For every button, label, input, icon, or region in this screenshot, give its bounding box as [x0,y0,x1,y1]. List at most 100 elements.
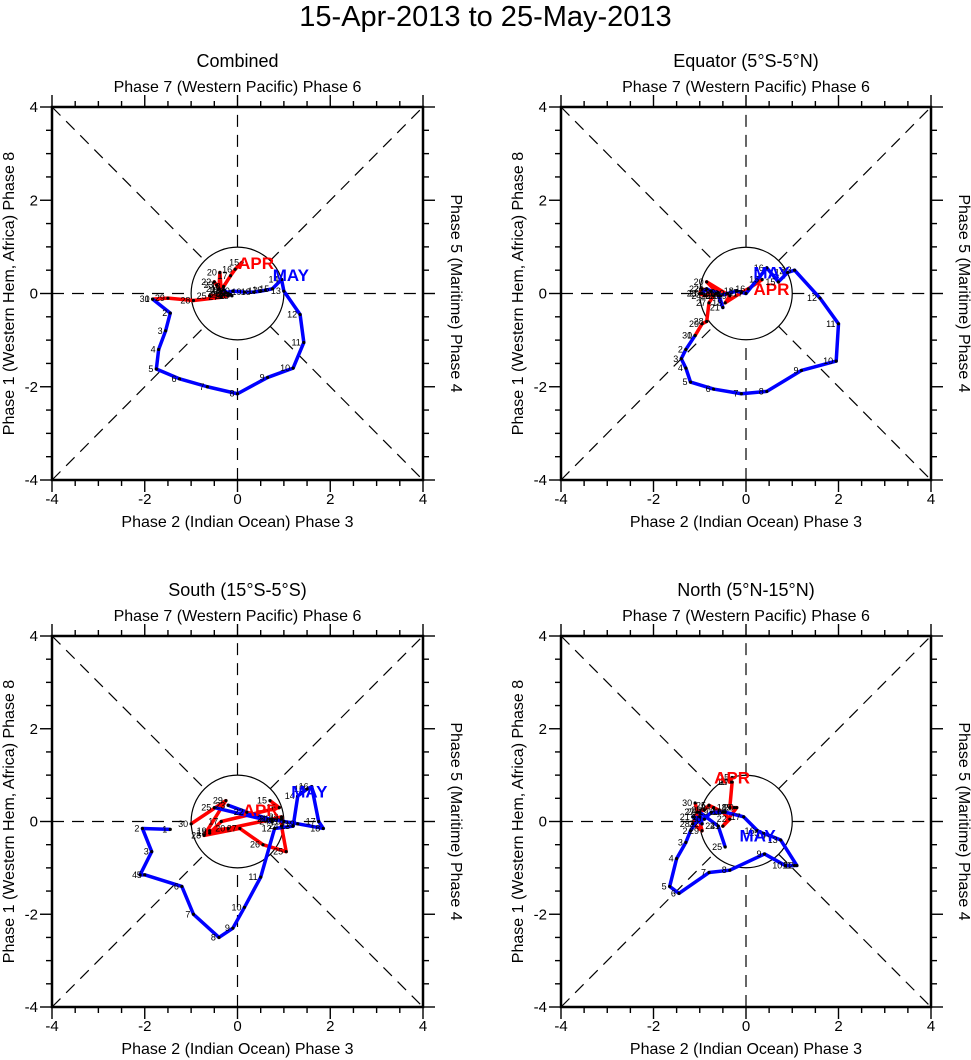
data-point [305,787,309,791]
top-phase-label: Phase 7 (Western Pacific) Phase 6 [114,608,362,625]
left-phase-label: Phase 1 (Western Hem, Africa) Phase 8 [510,680,527,963]
data-point [746,287,750,291]
day-label: 8 [759,386,764,396]
data-point [723,810,727,814]
data-point [779,838,783,842]
left-phase-label: Phase 1 (Western Hem, Africa) Phase 8 [510,152,527,435]
day-label: 25 [689,289,699,299]
day-label: 15 [765,277,775,287]
day-label: 21 [680,812,690,822]
data-point [728,805,732,810]
data-point [151,297,155,301]
phase-divider-line [560,326,714,481]
x-tick-label: 0 [233,1018,241,1035]
data-point [189,822,193,826]
day-label: 7 [733,389,738,399]
data-point [270,817,274,821]
data-point [259,875,263,879]
data-point [252,290,256,294]
day-label: 15 [719,772,729,782]
day-label: 29 [155,293,165,303]
day-label: 20 [207,268,217,278]
series-line-apr [152,261,244,303]
day-label: 18 [712,298,722,308]
data-point [735,805,739,810]
day-label: 20 [705,291,715,301]
day-label: 26 [701,291,711,301]
data-point [191,912,196,916]
day-label: 4 [678,363,683,373]
day-label: 6 [706,384,711,394]
right-phase-label: Phase 5 (Maritime) Phase 4 [447,194,464,392]
day-label: 18 [717,803,727,813]
day-label: 23 [698,286,708,296]
x-tick-label: -4 [554,1018,567,1035]
data-point [240,260,244,264]
right-phase-label: Phase 5 (Maritime) Phase 4 [955,194,971,392]
day-label: 5 [137,870,142,880]
day-label: 11 [826,319,835,329]
day-label: 16 [735,284,745,294]
month-label-may: MAY [291,782,328,801]
data-point [230,294,234,298]
data-point [723,301,727,305]
day-label: 4 [151,344,156,354]
day-label: 26 [215,291,225,301]
top-phase-label: Phase 7 (Western Pacific) Phase 6 [622,79,870,96]
data-point [691,815,695,819]
day-label: 15 [229,257,239,267]
data-point [279,277,284,282]
data-point [270,287,274,291]
day-label: 24 [211,289,221,299]
phase-divider-line [778,635,932,790]
day-label: 18 [211,282,221,292]
data-point [742,815,746,819]
day-label: 19 [698,807,708,817]
day-label: 17 [218,271,228,281]
month-label-may: MAY [739,826,776,845]
day-label: 16 [717,777,727,787]
x-tick-label: 4 [927,491,935,508]
day-label: 23 [215,800,225,810]
data-point [698,291,702,296]
day-label: 24 [694,284,704,294]
y-tick-label: -4 [534,472,547,489]
data-point [215,283,219,287]
data-point [691,822,695,826]
day-label: 12 [262,823,272,833]
data-point [760,277,764,282]
phase-divider-line [51,853,206,1008]
data-point [277,805,281,810]
phase-divider-line [51,326,206,481]
data-point [143,873,147,877]
data-point [721,305,725,310]
top-phase-label: Phase 7 (Western Pacific) Phase 6 [114,79,362,96]
left-phase-label: Phase 1 (Western Hem, Africa) Phase 8 [1,152,18,435]
data-point [157,347,161,352]
data-point [279,817,284,821]
y-tick-label: -2 [534,906,547,923]
panel-title: North (5°N-15°N) [677,580,814,600]
day-label: 6 [671,888,676,898]
day-label: 3 [673,354,678,364]
data-point [744,291,748,296]
data-point [221,284,226,289]
day-label: 2 [678,344,683,354]
data-point [273,826,277,831]
data-point [688,829,693,833]
day-label: 22 [269,812,279,822]
data-point [168,311,172,315]
data-point [245,810,249,814]
day-label: 5 [682,377,687,387]
day-label: 20 [215,823,225,833]
data-point [705,287,709,291]
day-label: 30 [682,330,692,340]
data-point [700,287,704,291]
data-point [191,298,196,303]
data-point [739,392,743,396]
day-label: 13 [768,835,778,845]
data-point [217,935,221,940]
bottom-phase-label: Phase 2 (Indian Ocean) Phase 3 [630,1041,862,1058]
day-label: 25 [696,800,706,810]
data-point [231,289,235,293]
